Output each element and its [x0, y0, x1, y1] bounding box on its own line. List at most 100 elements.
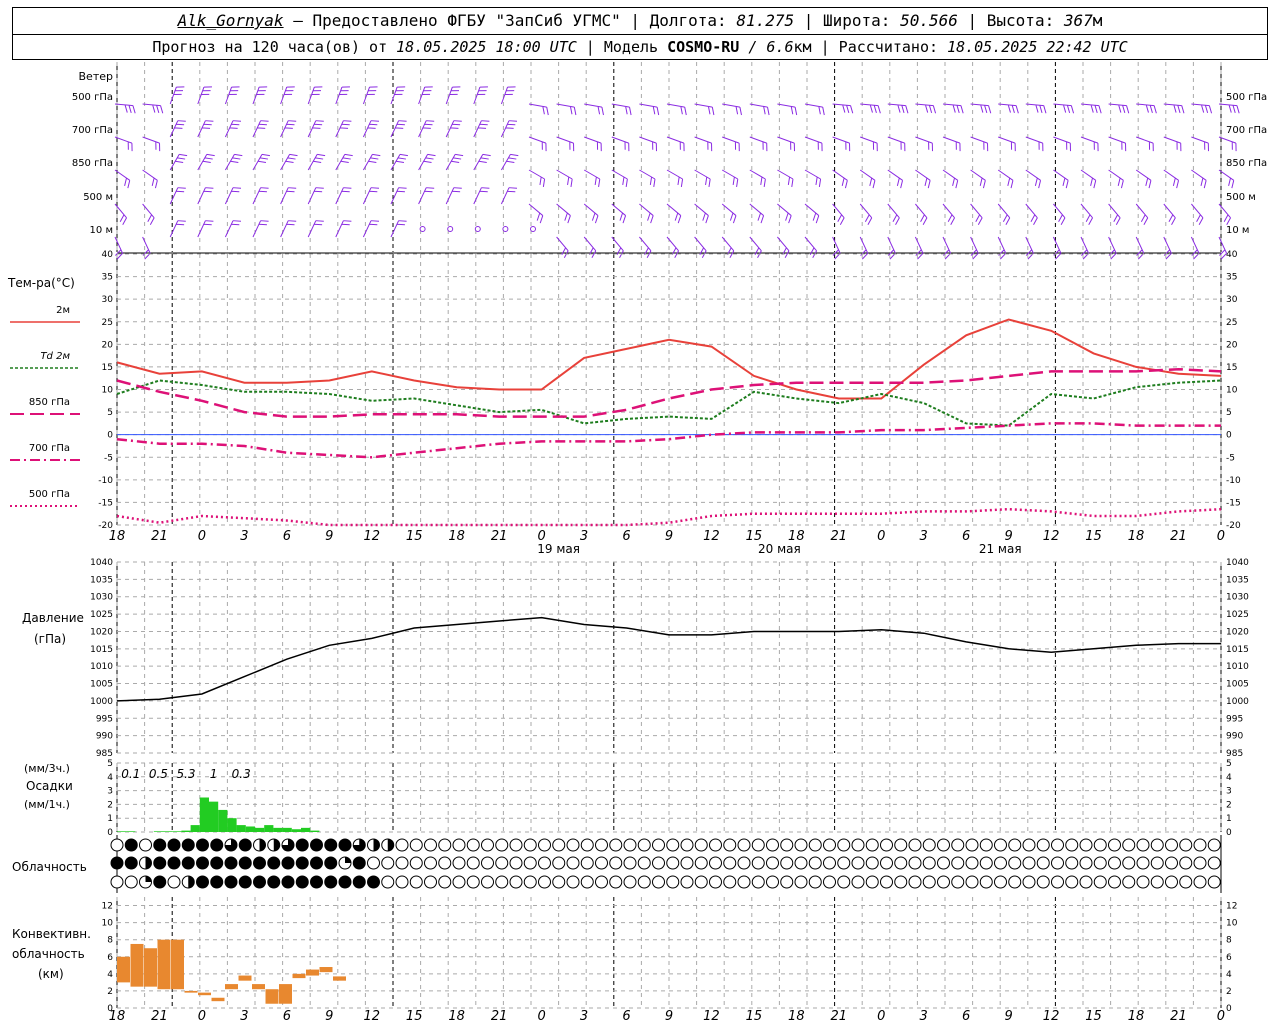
wind-barb-icon	[1108, 136, 1127, 152]
conv-unit: (км)	[38, 967, 64, 981]
precip-ytick-right: 0	[1226, 828, 1232, 838]
conv-ytick-left: 8	[107, 936, 113, 946]
wind-barb-icon	[777, 169, 794, 187]
cloud-cover-icon	[324, 856, 338, 870]
wind-barb-icon	[197, 220, 214, 238]
wind-barb-icon	[500, 187, 518, 205]
wind-barb-icon	[169, 86, 185, 105]
pressure-ytick-right: 1005	[1226, 680, 1249, 690]
cloud-cover-icon	[808, 838, 822, 852]
cloud-cover-icon	[153, 856, 167, 870]
cloud-cover-icon	[381, 856, 395, 870]
cloud-partial-icon	[345, 857, 351, 863]
cloud-cover-icon	[424, 856, 437, 870]
wind-barb-icon	[970, 136, 989, 152]
cloud-cover-icon	[680, 838, 694, 852]
wind-barb-icon	[528, 169, 546, 187]
cloud-cover-icon	[210, 856, 224, 870]
cloud-cover-icon	[994, 875, 1007, 889]
station-name: Alk_Gornyak	[177, 11, 284, 30]
cloud-cover-icon	[1122, 838, 1136, 852]
pressure-ytick-left: 1035	[90, 575, 113, 585]
cloud-cover-icon	[566, 838, 580, 852]
wind-barb-icon	[666, 136, 685, 152]
cloud-cover-icon	[495, 838, 509, 852]
temp-ytick-right: -5	[1226, 453, 1235, 463]
precip-bar	[163, 831, 173, 832]
cloud-cover-icon	[438, 875, 452, 889]
conv-xtick: 0	[877, 1009, 885, 1024]
conv-xtick: 21	[491, 1009, 508, 1024]
calm-wind-icon	[474, 226, 481, 232]
conv-xtick: 15	[1085, 1009, 1102, 1024]
cloud-cover-icon	[110, 838, 124, 852]
wind-barb-icon	[666, 103, 687, 116]
wind-barb-icon	[556, 103, 577, 116]
cloud-cover-icon	[1079, 875, 1093, 889]
cloud-cover-icon	[623, 838, 637, 852]
cloud-cover-icon	[766, 856, 779, 870]
precip-bar	[181, 830, 191, 832]
cloud-cover-icon	[1051, 856, 1064, 870]
conv-xtick: 18	[109, 1009, 126, 1024]
cloud-cover-icon	[652, 856, 665, 870]
temp-series-line	[116, 507, 1222, 527]
cloud-cover-icon	[1108, 838, 1121, 852]
wind-barb-icon	[390, 187, 407, 205]
cloud-cover-icon	[523, 838, 537, 852]
precip-bar	[126, 831, 136, 832]
wind-barb-icon	[418, 153, 436, 171]
wind-barb-icon	[362, 153, 381, 171]
temp-series-line	[116, 367, 1222, 418]
wind-barb-icon	[252, 120, 269, 138]
wind-barb-icon	[335, 120, 352, 138]
cloud-cover-icon	[694, 838, 708, 852]
cloud-cover-icon	[595, 856, 608, 870]
cloud-cover-icon	[281, 856, 295, 870]
temp-xtick: 21	[831, 529, 848, 544]
wind-barb-icon	[749, 169, 766, 187]
cloud-cover-icon	[1193, 875, 1207, 889]
precip-bar	[255, 827, 265, 832]
wind-barb-icon	[362, 187, 380, 205]
temp-ytick-right: -15	[1226, 498, 1241, 508]
cloud-cover-icon	[1008, 856, 1022, 870]
wind-barb-icon	[694, 136, 713, 152]
cloud-cover-icon	[751, 856, 765, 870]
wind-barb-icon	[280, 187, 297, 205]
cloud-cover-icon	[267, 875, 281, 889]
longitude-value: 81.275	[736, 11, 795, 30]
cloud-cover-icon	[452, 856, 466, 870]
wind-barb-icon	[722, 136, 740, 152]
wind-barb-icon	[1053, 203, 1066, 226]
cloud-cover-icon	[324, 875, 338, 889]
cloud-cover-icon	[110, 856, 124, 870]
wind-barb-icon	[114, 236, 124, 260]
temp-xtick: 9	[325, 529, 333, 544]
cloud-cover-icon	[395, 856, 409, 870]
precip-bar	[291, 829, 301, 832]
precip-ytick-left: 1	[107, 814, 113, 824]
wind-barb-icon	[252, 86, 268, 105]
precip-title: Осадки	[26, 779, 73, 793]
precip-ytick-right: 1	[1226, 814, 1232, 824]
provider-label: – Предоставлено ФГБУ "ЗапСиб УГМС" | Дол…	[283, 11, 737, 30]
cloud-cover-icon	[495, 856, 509, 870]
temp-xtick: 18	[1128, 529, 1145, 544]
cloud-cover-icon	[196, 875, 209, 889]
cloud-cover-icon	[552, 838, 566, 852]
precip-bar	[301, 827, 311, 832]
conv-xtick: 21	[831, 1009, 848, 1024]
wind-barb-icon	[1025, 236, 1034, 260]
wind-barb-icon	[1108, 236, 1117, 260]
wind-barb-icon	[611, 136, 630, 152]
cloud-cover-icon	[865, 856, 879, 870]
cloud-cover-icon	[424, 838, 437, 852]
wind-barb-icon	[583, 203, 599, 224]
pressure-ytick-right: 1035	[1226, 575, 1249, 585]
cloud-cover-icon	[766, 838, 779, 852]
temp-xtick: 12	[703, 529, 720, 544]
cloud-cover-icon	[709, 838, 722, 852]
pressure-ytick-left: 985	[96, 749, 113, 759]
model-name: COSMO-RU	[667, 38, 740, 56]
